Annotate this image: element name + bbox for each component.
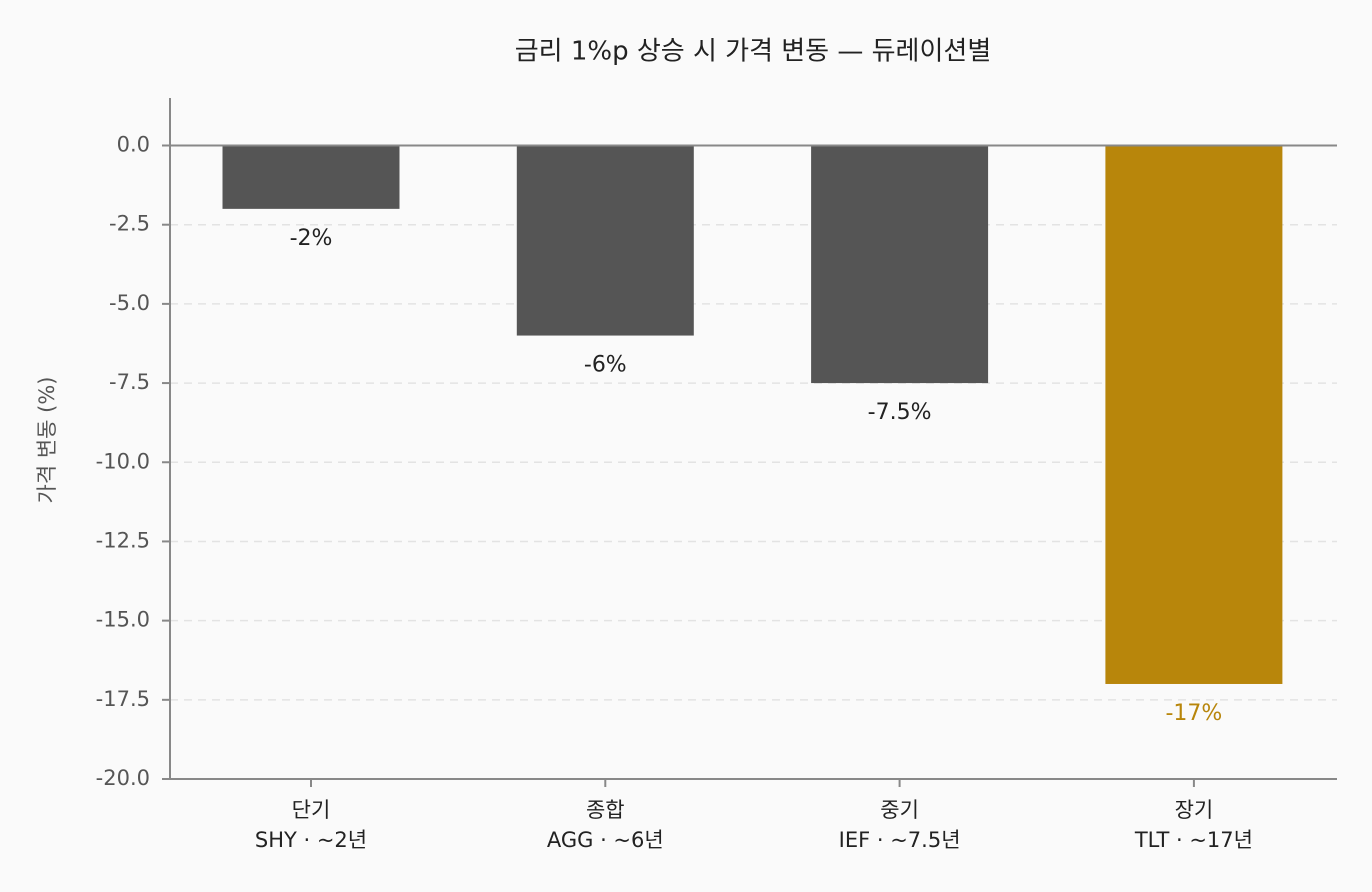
y-tick-label: -2.5 xyxy=(109,212,150,236)
y-tick-label: -12.5 xyxy=(96,528,150,552)
x-tick-label: IEF · ~7.5년 xyxy=(839,828,961,852)
value-label: -2% xyxy=(290,226,333,251)
x-tick-label: TLT · ~17년 xyxy=(1134,828,1253,852)
x-tick-label: SHY · ~2년 xyxy=(255,828,367,852)
y-tick-label: -17.5 xyxy=(96,687,150,711)
y-tick-label: -20.0 xyxy=(96,766,150,790)
chart-title: 금리 1%p 상승 시 가격 변동 — 듀레이션별 xyxy=(515,37,991,67)
y-tick-label: -10.0 xyxy=(96,449,150,473)
bar xyxy=(516,145,694,336)
bar xyxy=(811,145,989,384)
bar xyxy=(1105,145,1283,684)
y-tick-label: -5.0 xyxy=(109,291,150,315)
y-tick-label: -7.5 xyxy=(109,370,150,394)
x-tick-label: 종합 xyxy=(586,798,625,822)
x-tick-label: 중기 xyxy=(880,798,919,822)
value-label: -6% xyxy=(584,353,627,378)
y-tick-label: 0.0 xyxy=(117,133,150,157)
x-tick-label: 단기 xyxy=(292,798,331,822)
x-tick-label: AGG · ~6년 xyxy=(547,828,664,852)
y-tick-label: -15.0 xyxy=(96,608,150,632)
y-axis-label: 가격 변동 (%) xyxy=(35,377,59,504)
value-label: -7.5% xyxy=(868,400,932,425)
bar xyxy=(222,145,400,209)
x-tick-label: 장기 xyxy=(1175,798,1214,822)
value-label: -17% xyxy=(1165,701,1222,726)
